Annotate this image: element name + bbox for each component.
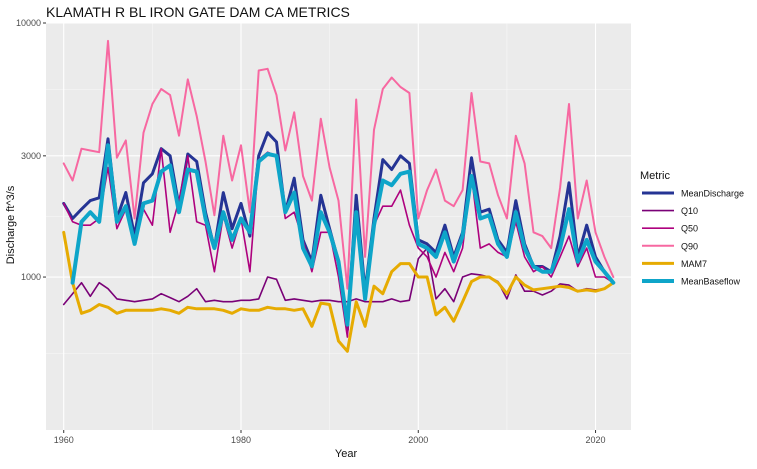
legend-title: Metric [640,170,670,182]
y-tick-label: 3000 [21,151,41,161]
y-tick-label: 1000 [21,272,41,282]
legend-label-meanbaseflow: MeanBaseflow [681,277,741,287]
x-tick-label: 2020 [586,435,606,445]
x-axis-label: Year [335,448,358,460]
series-line-q90 [62,39,615,290]
series-line-meanbaseflow [70,143,616,327]
legend-label-q10: Q10 [681,206,698,216]
x-tick-label: 1960 [54,435,74,445]
chart-title: KLAMATH R BL IRON GATE DAM CA METRICS [46,4,350,20]
legend-label-q50: Q50 [681,224,698,234]
series-lines [62,39,616,353]
legend: Metric MeanDischarge Q10 Q50 Q90 MAM7 MeanBas… [640,170,744,287]
series-line-q10 [62,247,615,306]
legend-label-meandischarge: MeanDischarge [681,189,744,199]
x-tick-label: 1980 [231,435,251,445]
x-tick-label: 2000 [408,435,428,445]
legend-label-mam7: MAM7 [681,259,707,269]
axes: 1960 1980 2000 2020 1000 3000 10000 [16,18,606,445]
legend-label-q90: Q90 [681,241,698,251]
series-line-q50 [62,147,615,338]
y-axis-label: Discharge ft^3/s [5,185,17,264]
y-tick-label: 10000 [16,18,41,28]
series-line-mam7 [62,230,615,353]
